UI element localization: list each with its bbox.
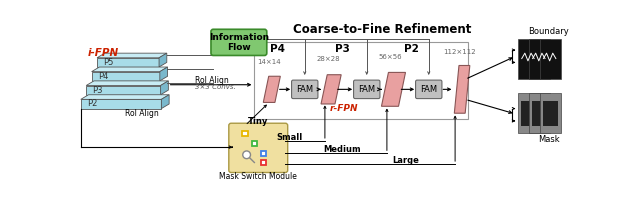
FancyBboxPatch shape xyxy=(353,80,380,99)
Polygon shape xyxy=(92,72,160,81)
Text: FAM: FAM xyxy=(420,85,437,94)
Text: P2: P2 xyxy=(404,43,419,54)
Polygon shape xyxy=(81,95,169,99)
Polygon shape xyxy=(86,81,168,85)
Text: Boundary: Boundary xyxy=(529,27,569,36)
Text: i-FPN: i-FPN xyxy=(88,48,119,58)
Text: P5: P5 xyxy=(103,58,114,67)
Text: P2: P2 xyxy=(87,99,97,109)
FancyBboxPatch shape xyxy=(211,29,267,56)
Polygon shape xyxy=(160,67,168,81)
Text: r-FPN: r-FPN xyxy=(329,104,358,113)
Text: Medium: Medium xyxy=(323,145,361,154)
FancyBboxPatch shape xyxy=(529,93,550,133)
Polygon shape xyxy=(321,75,341,104)
Polygon shape xyxy=(92,67,168,72)
FancyBboxPatch shape xyxy=(518,93,540,133)
FancyBboxPatch shape xyxy=(415,80,442,99)
Text: Information
Flow: Information Flow xyxy=(209,33,269,52)
Text: 3×3 Convs.: 3×3 Convs. xyxy=(195,84,236,90)
Bar xyxy=(252,141,257,146)
FancyBboxPatch shape xyxy=(532,101,547,126)
Text: RoI Align: RoI Align xyxy=(195,76,228,85)
Polygon shape xyxy=(97,58,159,67)
FancyBboxPatch shape xyxy=(529,39,550,79)
Polygon shape xyxy=(454,66,470,113)
Text: FAM: FAM xyxy=(358,85,375,94)
FancyBboxPatch shape xyxy=(543,101,558,126)
FancyBboxPatch shape xyxy=(540,39,561,79)
FancyBboxPatch shape xyxy=(521,101,536,126)
Polygon shape xyxy=(86,85,161,95)
Text: P3: P3 xyxy=(92,86,103,95)
Text: 28×28: 28×28 xyxy=(316,56,340,62)
Text: Large: Large xyxy=(392,156,419,165)
Polygon shape xyxy=(263,76,280,102)
FancyBboxPatch shape xyxy=(292,80,318,99)
Text: P4: P4 xyxy=(270,43,285,54)
Polygon shape xyxy=(159,53,167,67)
FancyBboxPatch shape xyxy=(229,123,288,173)
Polygon shape xyxy=(161,95,169,109)
Circle shape xyxy=(243,151,250,159)
Polygon shape xyxy=(81,99,161,109)
Text: Small: Small xyxy=(276,132,302,142)
Polygon shape xyxy=(161,81,168,95)
Text: FAM: FAM xyxy=(296,85,314,94)
Bar xyxy=(261,151,266,156)
Text: P3: P3 xyxy=(335,43,349,54)
Text: 56×56: 56×56 xyxy=(378,54,402,60)
FancyBboxPatch shape xyxy=(518,39,540,79)
Text: Coarse-to-Fine Refinement: Coarse-to-Fine Refinement xyxy=(293,23,472,36)
Text: 112×112: 112×112 xyxy=(444,49,476,55)
Bar xyxy=(243,131,248,136)
Text: 14×14: 14×14 xyxy=(257,59,281,65)
Bar xyxy=(261,160,266,165)
Polygon shape xyxy=(97,53,167,58)
Text: RoI Align: RoI Align xyxy=(125,109,159,119)
Text: P4: P4 xyxy=(98,72,108,81)
Polygon shape xyxy=(381,73,406,106)
Text: Tiny: Tiny xyxy=(248,117,269,126)
Text: Mask: Mask xyxy=(538,135,560,144)
FancyBboxPatch shape xyxy=(540,93,561,133)
Text: Mask Switch Module: Mask Switch Module xyxy=(220,172,297,181)
